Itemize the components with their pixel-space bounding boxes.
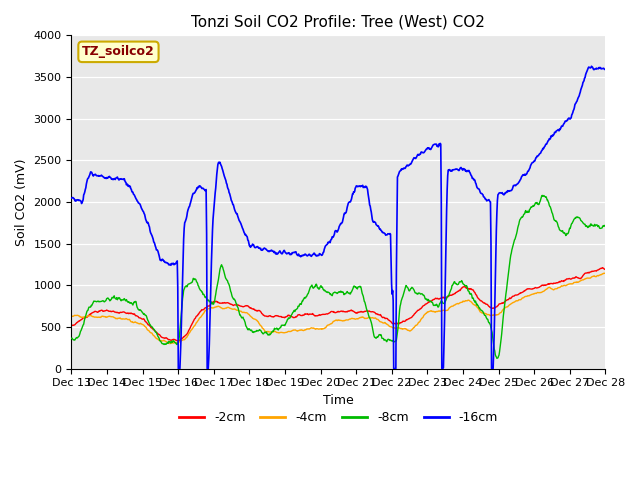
Y-axis label: Soil CO2 (mV): Soil CO2 (mV) [15, 158, 28, 246]
X-axis label: Time: Time [323, 394, 354, 407]
Title: Tonzi Soil CO2 Profile: Tree (West) CO2: Tonzi Soil CO2 Profile: Tree (West) CO2 [191, 15, 485, 30]
Text: TZ_soilco2: TZ_soilco2 [82, 45, 155, 59]
Legend: -2cm, -4cm, -8cm, -16cm: -2cm, -4cm, -8cm, -16cm [174, 406, 503, 429]
